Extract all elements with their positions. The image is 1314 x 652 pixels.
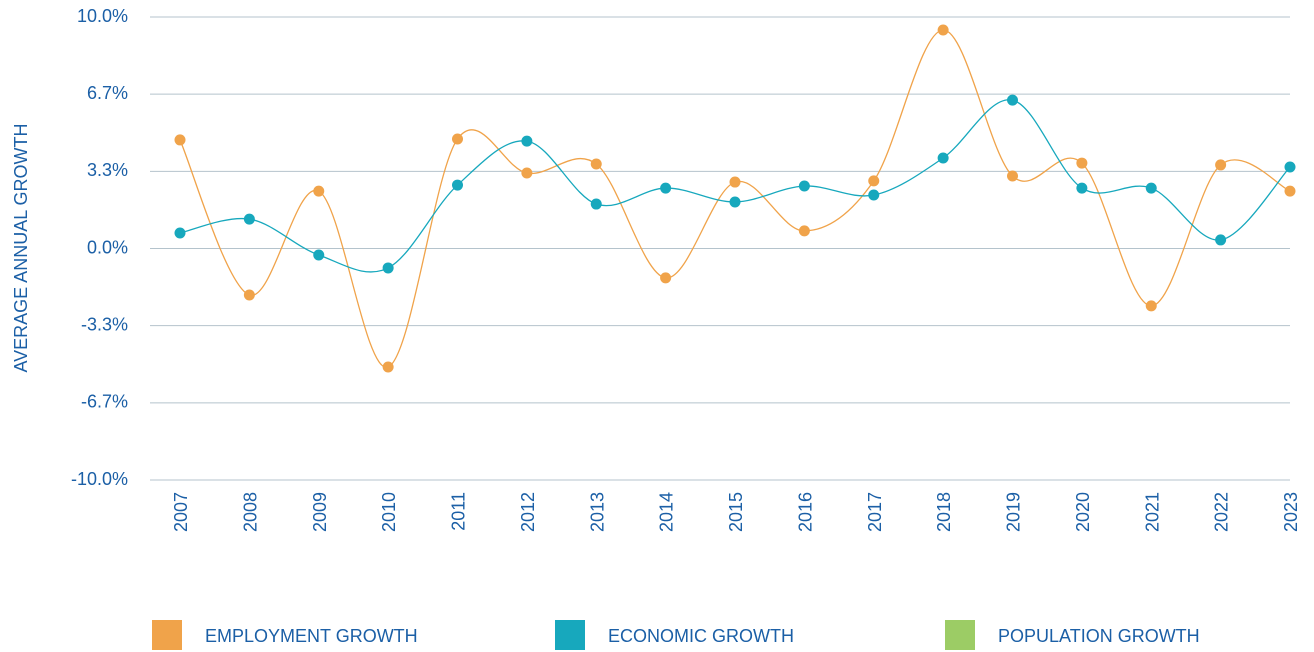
y-tick-label: -3.3% [81,314,128,334]
x-tick-label: 2018 [934,492,954,532]
point [1284,185,1296,197]
point [452,133,463,145]
point [798,225,810,237]
point [1215,159,1227,171]
point [174,227,186,239]
point [1284,161,1296,173]
x-tick-label: 2010 [379,492,399,532]
x-tick-label: 2019 [1004,492,1024,532]
line [179,29,1291,368]
point [937,152,949,164]
point [382,262,394,274]
legend-swatch [555,620,585,650]
y-tick-label: 6.7% [87,83,128,103]
y-axis-label: AVERAGE ANNUAL GROWTH [11,123,31,372]
point [1076,157,1088,169]
point [729,196,741,208]
y-tick-label: 0.0% [87,237,128,257]
x-tick-label: 2008 [240,492,260,532]
y-tick-label: 3.3% [87,160,128,180]
point [868,189,880,201]
legend-swatch [945,620,975,650]
point [521,135,533,147]
point [1007,94,1018,106]
x-tick-label: 2020 [1073,492,1093,532]
point [313,185,325,197]
point [937,24,949,36]
y-tick-label: -6.7% [81,392,128,412]
x-tick-label: 2021 [1142,492,1162,532]
x-tick-label: 2007 [171,492,191,532]
point [660,182,672,194]
point [798,180,810,192]
x-tick-label: 2017 [865,492,885,532]
point [243,213,255,225]
x-tick-label: 2022 [1212,492,1232,532]
legend-label: POPULATION GROWTH [998,626,1200,646]
line [179,99,1291,273]
y-tick-label: 10.0% [77,6,128,26]
point [590,158,602,170]
x-tick-label: 2015 [726,492,746,532]
point [660,272,672,284]
x-tick-label: 2011 [449,492,469,531]
legend-label: ECONOMIC GROWTH [608,626,794,646]
x-tick-label: 2016 [795,492,815,532]
legend-swatch [152,620,182,650]
point [1145,300,1157,312]
point [243,289,255,301]
x-tick-label: 2012 [518,492,538,532]
point [1076,182,1088,194]
x-tick-label: 2014 [657,492,677,532]
point [868,175,880,187]
point [382,361,394,373]
legend-label: EMPLOYMENT GROWTH [205,626,418,646]
point [729,176,741,188]
point [521,167,533,179]
point [1145,182,1157,194]
point [452,179,463,191]
point [1215,234,1227,246]
x-tick-label: 2023 [1281,492,1301,532]
y-tick-label: -10.0% [71,469,128,489]
x-tick-label: 2009 [310,492,330,532]
point [174,134,186,146]
point [313,249,325,261]
point [1007,170,1018,182]
x-tick-label: 2013 [587,492,607,532]
point [590,198,602,210]
